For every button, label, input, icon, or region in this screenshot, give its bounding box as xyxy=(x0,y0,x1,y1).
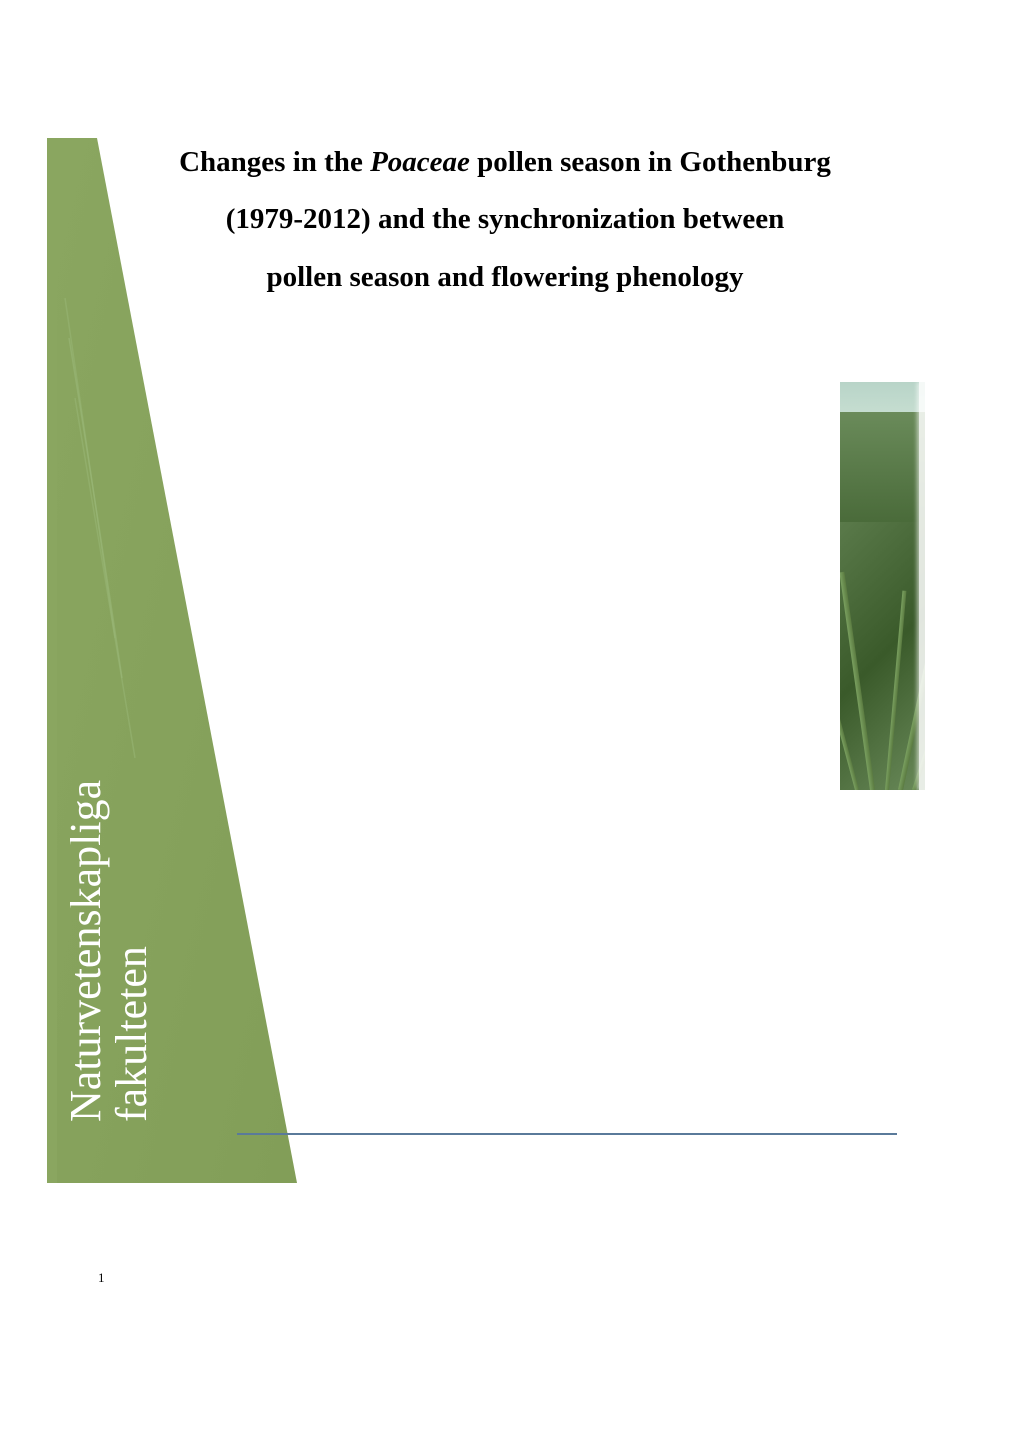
title-italic-genus: Poaceae xyxy=(370,146,470,178)
title-line-3: pollen season and flowering phenology xyxy=(145,253,865,302)
photo-background-grass xyxy=(840,412,925,522)
photo-sky xyxy=(840,382,925,412)
document-page: Naturvetenskapliga fakulteten Changes in… xyxy=(0,0,1020,1443)
title-line-2: (1979-2012) and the synchronization betw… xyxy=(145,195,865,244)
title-text: pollen season in Gothenburg xyxy=(470,146,831,178)
page-number: 1 xyxy=(98,1270,105,1286)
photo-foreground-grass xyxy=(840,522,925,790)
photo-right-edge xyxy=(919,382,925,790)
title-line-1: Changes in the Poaceae pollen season in … xyxy=(145,138,865,187)
horizontal-divider xyxy=(237,1133,897,1135)
grass-photo-strip xyxy=(840,382,925,790)
banner-line1: Naturvetenskapliga xyxy=(70,780,110,1122)
banner-line2: fakulteten xyxy=(107,946,156,1122)
title-section: Changes in the Poaceae pollen season in … xyxy=(145,138,865,310)
title-text: Changes in the xyxy=(179,146,370,178)
faculty-banner-text: Naturvetenskapliga fakulteten xyxy=(70,700,190,1140)
